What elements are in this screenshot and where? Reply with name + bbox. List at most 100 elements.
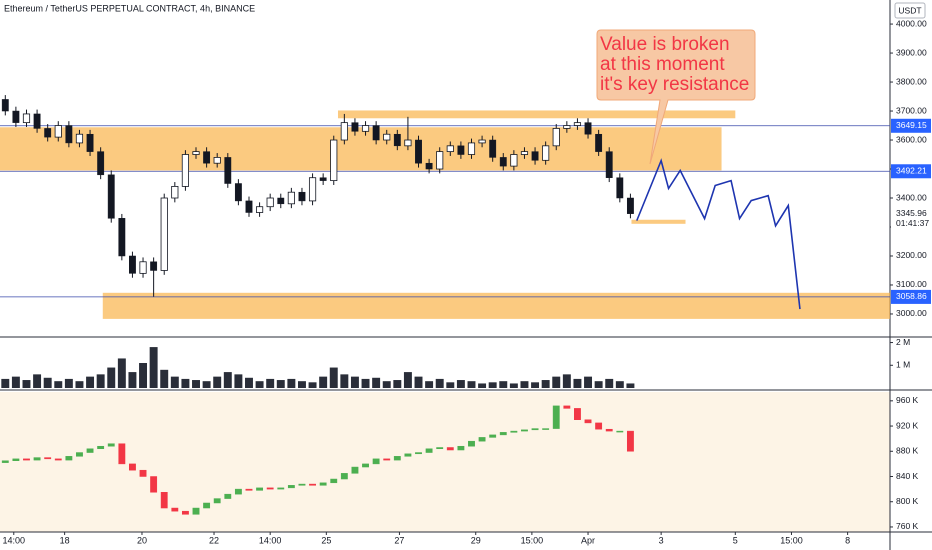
candle-body (383, 458, 391, 461)
candle-body (425, 448, 433, 453)
plot-layer (0, 95, 891, 515)
volume-bar (361, 378, 370, 388)
candle-body (107, 443, 115, 447)
candle-body (478, 437, 486, 442)
candle-body (22, 113, 31, 124)
candle-body (97, 445, 105, 450)
candle-body (372, 125, 380, 141)
callout-line: at this moment (600, 54, 725, 75)
volume-bar (54, 381, 63, 388)
volume-bar (139, 363, 148, 388)
volume-bar (117, 358, 126, 388)
volume-bar (107, 367, 116, 388)
volume-bar (584, 376, 593, 388)
candle-body (436, 151, 444, 170)
candle-body (351, 122, 359, 132)
volume-bar (382, 381, 391, 388)
candle-body (510, 154, 518, 167)
x-tick-label: 25 (321, 535, 331, 545)
candle-body (203, 151, 211, 164)
candle-body (44, 128, 52, 138)
volume-bar (192, 380, 200, 388)
candle-body (531, 428, 539, 431)
candle-body (319, 177, 327, 181)
y-tick-label: 3100.00 (896, 279, 927, 289)
candle-body (584, 419, 592, 424)
candle-body (468, 440, 475, 447)
candle-body (308, 177, 317, 202)
volume-bar (255, 381, 264, 388)
volume-bar (456, 380, 465, 388)
candle-body (150, 476, 158, 493)
volume-bar (149, 347, 158, 388)
x-tick-label: 14:00 (3, 535, 26, 545)
candle-body (563, 125, 571, 129)
candle-body (542, 145, 550, 161)
candle-body (478, 139, 486, 144)
candle-body (256, 206, 264, 213)
candle-body (203, 502, 211, 509)
volume-bar (43, 377, 52, 388)
volume-bar (11, 376, 20, 388)
candle-body (457, 445, 465, 451)
volume-bar (86, 376, 95, 388)
volume-bar (605, 378, 614, 388)
candle-body (213, 498, 221, 504)
candle-body (605, 428, 613, 432)
volume-bar (213, 376, 222, 388)
candle-body (415, 452, 422, 455)
y-tick-label: 960 K (896, 395, 919, 405)
candle-body (234, 488, 242, 495)
candle-body (393, 456, 401, 461)
chart-title: Ethereum / TetherUS PERPETUAL CONTRACT, … (4, 3, 255, 13)
currency: USDT (898, 5, 921, 15)
volume-bar (22, 380, 31, 388)
candle-body (605, 151, 613, 178)
candle-body (298, 191, 306, 202)
candle-body (256, 487, 264, 491)
candle-body (499, 157, 507, 167)
volume-bar (160, 369, 169, 388)
candle-body (33, 457, 41, 461)
candle-body (616, 177, 624, 199)
y-tick-label: 3900.00 (896, 47, 927, 57)
candle-body (595, 422, 603, 430)
candle-body (192, 507, 200, 515)
candle-body (107, 174, 115, 219)
y-tick-label: 3000.00 (896, 308, 927, 318)
level-label: 3649.15 (896, 120, 927, 130)
candle-body (234, 183, 242, 202)
volume-bar (467, 381, 476, 388)
y-tick-label: 880 K (896, 446, 919, 456)
candle-body (266, 197, 274, 208)
candle-body (499, 432, 507, 436)
y-tick-label: 3400.00 (896, 192, 927, 202)
candle-body (160, 492, 168, 509)
volume-bar (520, 381, 529, 388)
candle-body (467, 142, 476, 155)
volume-bar (329, 367, 338, 388)
volume-bar (488, 382, 497, 388)
candle-body (86, 448, 94, 453)
candle-body (97, 151, 105, 176)
candle-body (65, 125, 73, 144)
volume-bar (393, 380, 402, 388)
volume-bar (446, 382, 455, 388)
candle-body (287, 485, 295, 489)
volume-bar (478, 383, 487, 388)
candle-body (404, 453, 412, 457)
candle-body (75, 133, 84, 144)
candle-body (552, 128, 560, 147)
candle-body (372, 458, 380, 465)
candle-body (54, 458, 62, 461)
volume-bar (403, 372, 412, 388)
candle-body (129, 463, 136, 471)
y-tick-label: 1 M (896, 360, 910, 370)
candle-body (23, 458, 30, 461)
level-tag (891, 164, 931, 179)
candle-body (76, 452, 83, 457)
y-tick-label: 760 K (896, 521, 919, 531)
candle-body (192, 151, 200, 155)
candle-body (415, 139, 422, 164)
candle-body (33, 113, 41, 129)
